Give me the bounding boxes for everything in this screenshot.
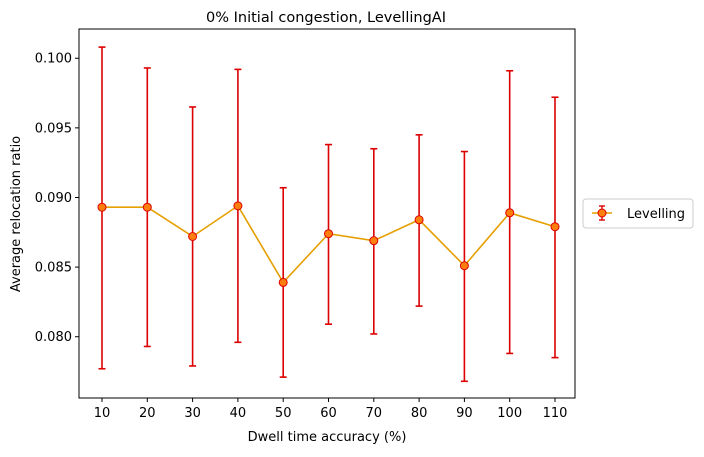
y-tick-label: 0.090: [35, 191, 72, 206]
x-tick-label: 20: [139, 406, 156, 421]
y-tick-label: 0.095: [35, 121, 72, 136]
x-tick-label: 10: [94, 406, 111, 421]
data-point: [142, 202, 152, 212]
x-tick-label: 110: [543, 406, 568, 421]
y-tick-label: 0.085: [35, 261, 72, 276]
x-tick-label: 50: [275, 406, 292, 421]
chart-title: 0% Initial congestion, LevellingAI: [206, 10, 446, 26]
data-point: [459, 261, 469, 271]
data-point: [233, 201, 243, 211]
series-levelling: [97, 46, 560, 383]
x-tick-label: 100: [497, 406, 522, 421]
data-point: [278, 277, 288, 287]
x-tick-label: 60: [320, 406, 337, 421]
data-point: [414, 215, 424, 225]
x-tick-label: 30: [184, 406, 201, 421]
plot-frame: [78, 28, 576, 399]
data-point: [505, 208, 515, 218]
x-tick-label: 80: [411, 406, 428, 421]
y-axis-label: Average relocation ratio: [9, 136, 24, 292]
plot-area: 10 20 30 40 50 60 70 80 90 100 110 0.080 0.085 0.090 0…: [35, 28, 576, 421]
data-point: [188, 231, 198, 241]
x-tick-label: 70: [366, 406, 383, 421]
legend-marker: [597, 208, 607, 218]
data-point: [550, 222, 560, 232]
data-point: [97, 202, 107, 212]
legend-swatch-levelling: [592, 205, 612, 221]
legend-label-levelling: Levelling: [627, 207, 685, 222]
data-point: [324, 229, 333, 239]
x-tick-label: 90: [456, 406, 473, 421]
x-axis-label: Dwell time accuracy (%): [248, 430, 407, 445]
y-tick-label: 0.080: [35, 330, 72, 345]
x-tick-label: 40: [230, 406, 247, 421]
data-point: [369, 236, 379, 246]
legend: Levelling: [582, 198, 694, 229]
legend-box: [582, 198, 694, 229]
y-tick-label: 0.100: [35, 52, 72, 67]
